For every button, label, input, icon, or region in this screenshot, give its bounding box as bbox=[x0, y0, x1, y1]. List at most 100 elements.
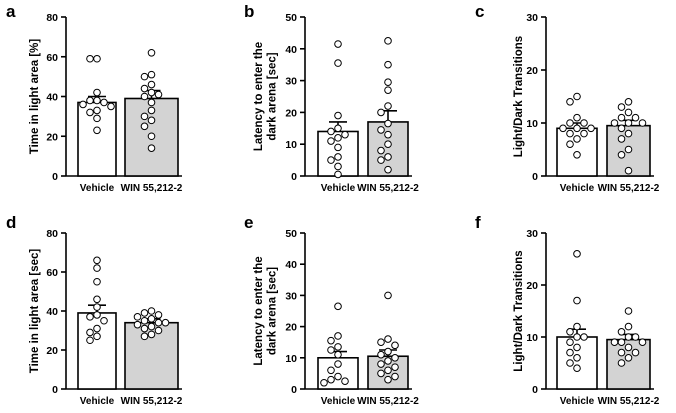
data-point bbox=[384, 78, 392, 86]
y-tick-label: 40 bbox=[46, 306, 58, 318]
data-point bbox=[133, 313, 142, 321]
data-point bbox=[391, 372, 399, 381]
data-point bbox=[617, 135, 626, 143]
category-label: WIN 55,212-2 bbox=[598, 183, 660, 194]
data-point bbox=[573, 124, 581, 133]
data-point bbox=[566, 119, 574, 127]
data-point bbox=[617, 103, 626, 111]
category-label: Vehicle bbox=[321, 183, 356, 194]
data-point bbox=[147, 70, 156, 79]
category-label: WIN 55,212-2 bbox=[598, 396, 660, 407]
data-point bbox=[334, 111, 342, 120]
category-label: WIN 55,212-2 bbox=[357, 183, 419, 194]
data-point bbox=[100, 98, 108, 107]
data-point bbox=[147, 315, 156, 323]
y-tick-label: 30 bbox=[526, 228, 538, 240]
data-point bbox=[384, 130, 392, 139]
y-tick-label: 30 bbox=[526, 12, 538, 24]
data-point bbox=[384, 366, 392, 375]
data-point bbox=[377, 338, 385, 347]
data-point bbox=[86, 108, 94, 117]
data-point bbox=[384, 335, 392, 343]
data-point bbox=[334, 372, 342, 381]
data-point bbox=[93, 264, 101, 272]
data-point bbox=[617, 151, 626, 159]
y-axis-label: Light/Dark Transitions bbox=[513, 36, 525, 157]
panel-letter: e bbox=[244, 213, 253, 232]
data-point bbox=[327, 156, 335, 164]
data-point bbox=[334, 40, 342, 48]
data-point bbox=[341, 377, 349, 386]
data-point bbox=[93, 126, 101, 135]
data-point bbox=[391, 354, 399, 362]
category-label: WIN 55,212-2 bbox=[121, 396, 183, 407]
y-tick-label: 20 bbox=[285, 107, 297, 119]
data-point bbox=[573, 135, 581, 143]
data-point bbox=[147, 48, 156, 57]
y-tick-label: 0 bbox=[52, 171, 58, 183]
data-point bbox=[140, 309, 149, 317]
data-point bbox=[384, 357, 392, 365]
data-point bbox=[566, 359, 574, 367]
data-point bbox=[566, 348, 574, 357]
data-point bbox=[334, 302, 342, 311]
category-label: WIN 55,212-2 bbox=[357, 396, 419, 407]
data-point bbox=[391, 363, 399, 371]
data-point bbox=[573, 354, 581, 362]
y-tick-label: 80 bbox=[46, 228, 58, 240]
data-point bbox=[334, 143, 342, 152]
data-point bbox=[559, 124, 567, 133]
data-point bbox=[161, 318, 170, 327]
data-point bbox=[327, 375, 335, 384]
data-point bbox=[573, 364, 581, 373]
data-point bbox=[327, 366, 335, 375]
data-point bbox=[327, 346, 335, 354]
data-point bbox=[384, 102, 392, 110]
data-point bbox=[86, 328, 94, 337]
y-tick-label: 10 bbox=[526, 332, 538, 344]
data-point bbox=[624, 354, 633, 362]
data-point bbox=[384, 347, 392, 356]
data-point bbox=[624, 307, 633, 315]
data-point bbox=[624, 333, 633, 341]
data-point bbox=[327, 137, 335, 145]
data-point bbox=[334, 124, 342, 133]
y-axis-label: Latency to enter the dark arena [sec] bbox=[253, 42, 279, 151]
data-point bbox=[573, 322, 581, 331]
y-axis-label: Latency to enter the dark arena [sec] bbox=[253, 256, 279, 365]
data-point bbox=[624, 129, 633, 138]
data-point bbox=[573, 250, 581, 258]
data-point bbox=[377, 146, 385, 155]
panel-letter: a bbox=[6, 2, 16, 21]
data-point bbox=[334, 170, 342, 179]
data-point bbox=[86, 313, 94, 321]
category-label: Vehicle bbox=[560, 183, 595, 194]
panel-b: b Latency to enter the dark arena [sec] 0 10… bbox=[244, 2, 419, 194]
data-point bbox=[566, 328, 574, 336]
data-point bbox=[154, 311, 163, 319]
data-point bbox=[327, 336, 335, 345]
data-point bbox=[93, 324, 101, 333]
data-point bbox=[147, 307, 156, 315]
y-axis-label: Time in light area [%] bbox=[29, 39, 41, 155]
data-point bbox=[631, 333, 640, 341]
data-point bbox=[580, 129, 588, 138]
panel-f: f Light/Dark Transitions 0 10 20 30 Vehicle WIN… bbox=[475, 213, 660, 407]
data-point bbox=[617, 328, 626, 336]
data-point bbox=[617, 124, 626, 133]
data-point bbox=[133, 320, 142, 329]
data-point bbox=[93, 311, 101, 319]
y-tick-label: 0 bbox=[291, 171, 297, 183]
data-point bbox=[631, 348, 640, 357]
data-point bbox=[624, 145, 633, 154]
data-point bbox=[86, 54, 94, 63]
y-tick-label: 0 bbox=[52, 384, 58, 396]
y-tick-label: 20 bbox=[46, 131, 58, 143]
data-point bbox=[377, 108, 385, 117]
category-label: Vehicle bbox=[560, 396, 595, 407]
data-point bbox=[93, 96, 101, 105]
data-point bbox=[86, 336, 94, 345]
data-point bbox=[147, 106, 156, 115]
data-point bbox=[154, 318, 163, 327]
data-point bbox=[566, 98, 574, 106]
